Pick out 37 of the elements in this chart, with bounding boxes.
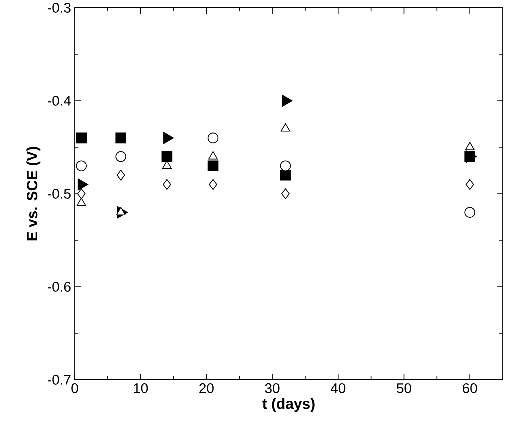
x-tick-label: 10: [134, 384, 148, 394]
point: [116, 132, 126, 144]
x-tick-label: 60: [463, 384, 478, 394]
y-tick-label: -0.5: [48, 189, 71, 199]
point: [280, 160, 292, 172]
y-tick-label: -0.6: [48, 282, 71, 292]
point: [77, 188, 86, 200]
point: [280, 170, 292, 181]
point: [116, 170, 126, 181]
point: [209, 179, 218, 190]
point: [208, 132, 219, 144]
point: [162, 151, 173, 162]
x-tick-label: 20: [200, 384, 214, 394]
point: [208, 151, 218, 160]
x-axis-title: t (days): [262, 398, 315, 412]
point: [76, 132, 87, 144]
point: [280, 124, 290, 132]
point: [465, 142, 475, 150]
x-tick-label: 30: [265, 384, 280, 394]
point: [76, 198, 86, 206]
point: [76, 160, 87, 172]
point: [116, 207, 126, 216]
point: [208, 160, 219, 172]
point: [282, 188, 290, 200]
point: [162, 160, 172, 169]
point: [464, 207, 476, 218]
y-tick-label: -0.3: [48, 3, 71, 13]
y-tick-label: -0.7: [48, 375, 71, 385]
x-tick-label: 40: [330, 384, 346, 394]
y-tick-label: -0.4: [48, 96, 72, 106]
x-tick-label: 0: [72, 384, 78, 394]
point: [78, 178, 88, 191]
x-tick-label: 50: [397, 384, 412, 394]
point: [116, 151, 126, 162]
point: [163, 179, 172, 190]
point: [466, 179, 474, 190]
y-axis-title: E vs. SCE (V): [26, 147, 41, 241]
